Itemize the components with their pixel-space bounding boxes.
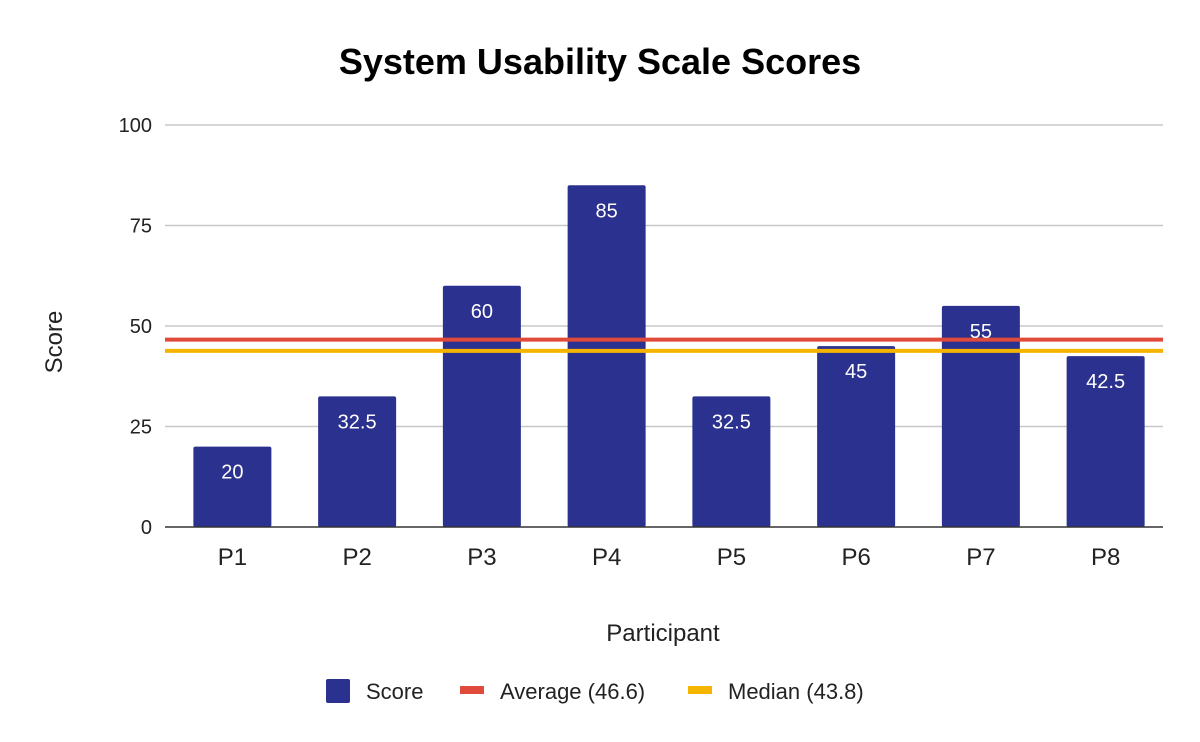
bars	[193, 185, 1145, 528]
bar-data-label: 20	[221, 462, 243, 484]
legend-average: Average (46.6)	[460, 679, 645, 704]
bar-p1	[193, 446, 272, 527]
bar-p8	[1066, 356, 1145, 527]
bar-p6	[817, 346, 896, 527]
reference-lines	[165, 337, 1163, 353]
legend-median: Median (43.8)	[688, 679, 864, 704]
bar-data-label: 85	[596, 200, 618, 222]
y-tick-label: 25	[130, 417, 152, 439]
legend-label: Average (46.6)	[500, 679, 645, 704]
bar-data-label: 45	[845, 361, 867, 383]
bar-data-label: 55	[970, 321, 992, 343]
chart-title: System Usability Scale Scores	[339, 41, 861, 82]
legend-label: Median (43.8)	[728, 679, 864, 704]
legend-score: Score	[326, 679, 423, 704]
x-tick-label: P5	[717, 544, 746, 571]
bar-p4	[567, 185, 646, 528]
bar-data-label: 42.5	[1086, 371, 1125, 393]
y-tick-label: 50	[130, 316, 152, 338]
x-tick-label: P3	[467, 544, 496, 571]
y-tick-label: 75	[130, 216, 152, 238]
x-tick-label: P1	[218, 544, 247, 571]
bar-p3	[442, 285, 521, 527]
y-axis-title: Score	[41, 311, 68, 374]
x-tick-label: P8	[1091, 544, 1120, 571]
y-axis-ticks: 0 25 50 75 100	[119, 115, 152, 539]
bar-data-labels: 20 32.5 60 85 32.5 45 55 42.5	[221, 200, 1125, 483]
x-axis-ticks: P1 P2 P3 P4 P5 P6 P7 P8	[218, 544, 1121, 571]
x-tick-label: P7	[966, 544, 995, 571]
y-tick-label: 0	[141, 517, 152, 539]
legend-swatch	[326, 679, 350, 703]
legend-label: Score	[366, 679, 423, 704]
legend: Score Average (46.6) Median (43.8)	[326, 679, 864, 704]
x-tick-label: P4	[592, 544, 621, 571]
x-tick-label: P6	[841, 544, 870, 571]
bar-data-label: 32.5	[712, 411, 751, 433]
bar-p2	[318, 396, 397, 527]
bar-p7	[941, 305, 1020, 527]
legend-swatch	[460, 686, 484, 694]
bar-data-label: 32.5	[338, 411, 377, 433]
x-axis-title: Participant	[606, 620, 720, 647]
x-tick-label: P2	[342, 544, 371, 571]
bar-p5	[692, 396, 771, 527]
bar-data-label: 60	[471, 301, 493, 323]
legend-swatch	[688, 686, 712, 694]
y-tick-label: 100	[119, 115, 152, 137]
